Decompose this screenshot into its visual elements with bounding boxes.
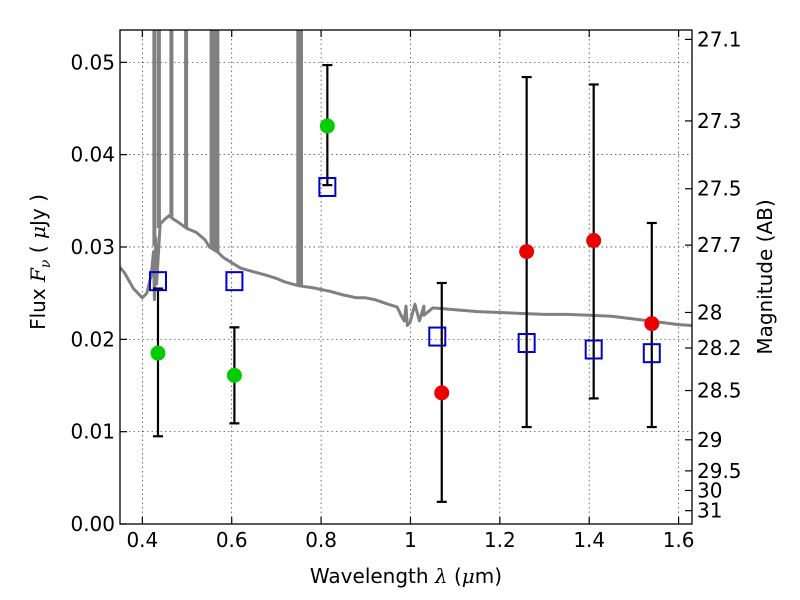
model-emission-line (215, 30, 220, 252)
model-emission-line (209, 30, 214, 249)
y2-tick-label: 31 (697, 499, 722, 523)
marker-layer (148, 118, 661, 401)
y2-tick-label: 28.5 (697, 379, 742, 403)
y2-tick-label: 28 (697, 300, 722, 324)
observed-optical-circle-marker (150, 345, 166, 361)
x-tick-label: 1.2 (484, 528, 516, 552)
y-tick-label: 0.03 (70, 235, 115, 259)
model-emission-line (184, 30, 189, 228)
x-tick-label: 0.4 (126, 528, 158, 552)
y2-tick-label: 29.5 (697, 459, 742, 483)
model-square-marker (318, 176, 337, 197)
y-tick-label: 0.04 (70, 143, 115, 167)
tick-layer: 0.4 0.6 0.8 1 1.2 1.4 1.6 0.00 0.01 0.02 0.03 0.04 0… (70, 27, 741, 552)
observed-nir-circle-marker (644, 316, 660, 332)
model-emission-line (169, 30, 174, 218)
model-emission-line (296, 30, 301, 286)
x-tick-label: 0.8 (305, 528, 337, 552)
y2-axis-label: Magnitude (AB) (753, 199, 777, 354)
plot-frame (119, 29, 693, 525)
model-emission-line (299, 30, 303, 287)
x-tick-label: 1.4 (573, 528, 605, 552)
model-square-marker (584, 339, 603, 360)
model-spectrum-layer (120, 30, 692, 327)
y-tick-label: 0.02 (70, 327, 115, 351)
model-emission-line (152, 30, 157, 247)
x-tick-label: 1.6 (663, 528, 695, 552)
y-axis-label: Flux Fν ( μJy ) (26, 194, 54, 330)
y2-tick-label: 27.1 (697, 27, 742, 51)
y2-tick-label: 29 (697, 428, 722, 452)
x-tick-label: 1 (404, 528, 417, 552)
y2-tick-label: 27.5 (697, 177, 742, 201)
model-square-marker (148, 271, 167, 292)
model-square-marker (225, 271, 244, 292)
y-tick-label: 0.01 (70, 420, 115, 444)
y2-tick-label: 27.7 (697, 233, 742, 257)
model-square-marker (517, 333, 536, 354)
observed-nir-circle-marker (586, 233, 602, 249)
model-square-marker (428, 326, 447, 347)
y2-tick-label: 30 (697, 478, 722, 502)
y2-tick-label: 28.2 (697, 336, 742, 360)
model-square-marker (642, 343, 661, 364)
observed-nir-circle-marker (434, 385, 450, 401)
y2-tick-label: 27.3 (697, 109, 742, 133)
y-tick-label: 0.05 (70, 50, 115, 74)
x-axis-label: Wavelength λ (μm) (310, 564, 502, 588)
observed-optical-circle-marker (226, 367, 242, 383)
observed-optical-circle-marker (319, 118, 335, 134)
model-emission-line (156, 30, 161, 229)
observed-nir-circle-marker (519, 244, 535, 260)
model-emission-line (212, 30, 217, 251)
model-continuum-line (120, 214, 692, 327)
x-tick-label: 0.6 (216, 528, 248, 552)
y-tick-label: 0.00 (70, 512, 115, 536)
